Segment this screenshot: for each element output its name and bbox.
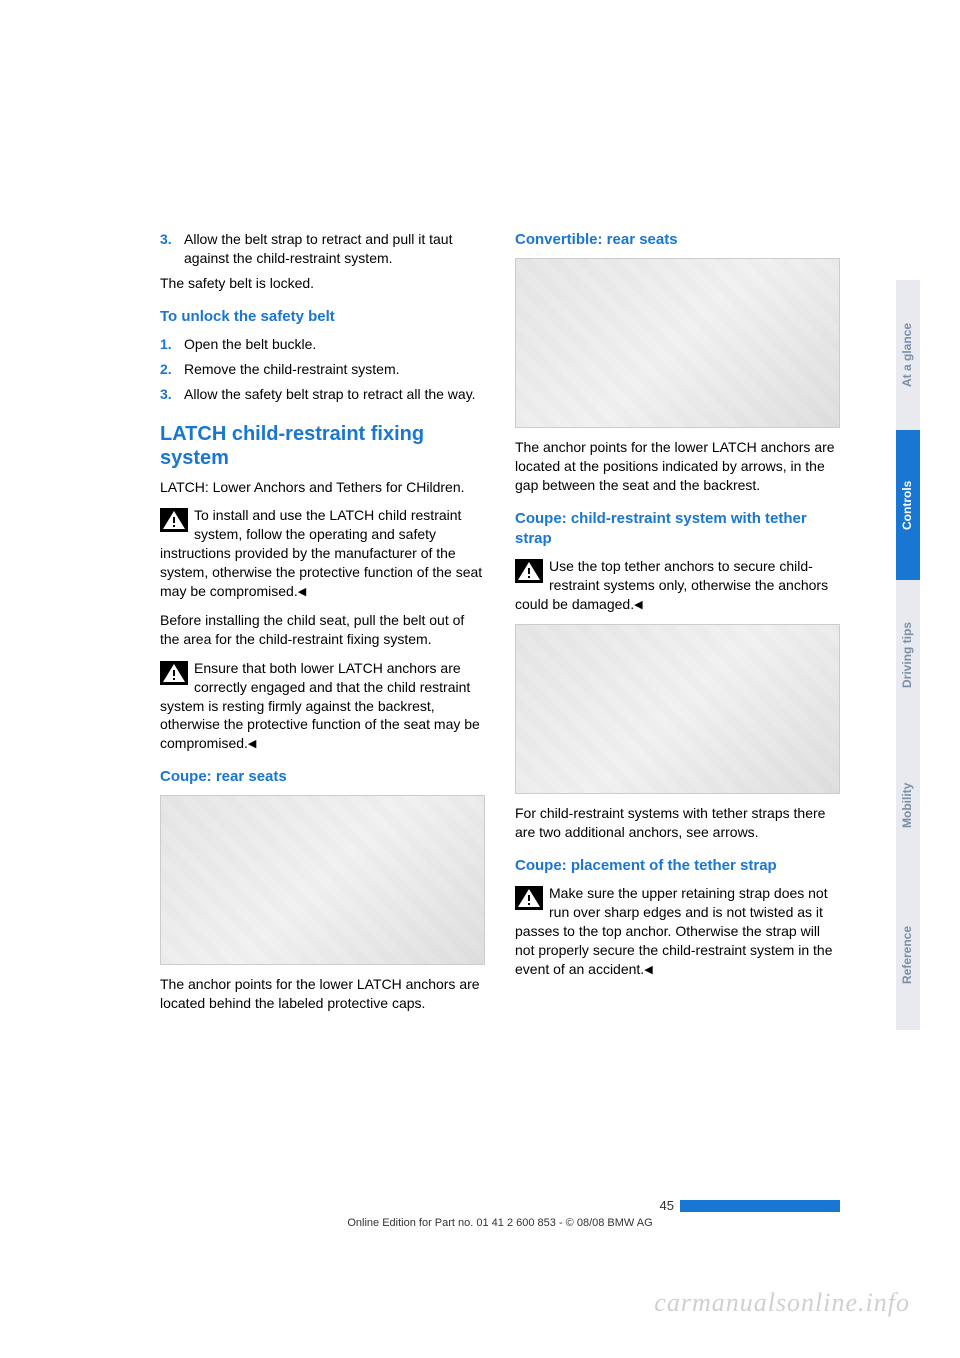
- subheading: Coupe: placement of the tether strap: [515, 856, 840, 876]
- warning-block: Use the top tether anchors to secure chi…: [515, 557, 840, 614]
- left-column: 3. Allow the belt strap to retract and p…: [160, 230, 485, 1023]
- list-number: 1.: [160, 335, 184, 354]
- list-number: 2.: [160, 360, 184, 379]
- warning-text: Use the top tether anchors to secure chi…: [515, 558, 828, 612]
- figure-tether-anchors: [515, 624, 840, 794]
- figure-convertible-rear-seats: [515, 258, 840, 428]
- end-marker-icon: ◀: [248, 738, 256, 750]
- tab-controls[interactable]: Controls: [896, 430, 920, 580]
- end-marker-icon: ◀: [298, 586, 306, 598]
- page-footer: 45 Online Edition for Part no. 01 41 2 6…: [160, 1198, 840, 1229]
- warning-text: Ensure that both lower LATCH anchors are…: [160, 660, 480, 752]
- list-number: 3.: [160, 385, 184, 404]
- page-number-bar: [680, 1200, 840, 1212]
- subheading: To unlock the safety belt: [160, 307, 485, 327]
- section-tabs: At a glance Controls Driving tips Mobili…: [896, 280, 920, 1030]
- warning-icon: [515, 559, 543, 583]
- manual-page: 3. Allow the belt strap to retract and p…: [0, 0, 960, 1358]
- subheading: Coupe: child-restraint system with tethe…: [515, 509, 840, 550]
- list-item: 2. Remove the child-restraint system.: [160, 360, 485, 379]
- content-columns: 3. Allow the belt strap to retract and p…: [160, 230, 840, 1023]
- warning-block: To install and use the LATCH child restr…: [160, 506, 485, 600]
- list-item: 3. Allow the belt strap to retract and p…: [160, 230, 485, 268]
- body-text: Before installing the child seat, pull t…: [160, 611, 485, 649]
- warning-text: To install and use the LATCH child restr…: [160, 507, 482, 599]
- body-text: For child-restraint systems with tether …: [515, 804, 840, 842]
- warning-block: Ensure that both lower LATCH anchors are…: [160, 659, 485, 753]
- subheading: Coupe: rear seats: [160, 767, 485, 787]
- page-number: 45: [660, 1198, 674, 1213]
- list-text: Open the belt buckle.: [184, 335, 485, 354]
- end-marker-icon: ◀: [634, 599, 642, 611]
- tab-at-a-glance[interactable]: At a glance: [896, 280, 920, 430]
- warning-block: Make sure the upper retaining strap does…: [515, 884, 840, 978]
- list-item: 3. Allow the safety belt strap to retrac…: [160, 385, 485, 404]
- body-text: The safety belt is locked.: [160, 274, 485, 293]
- footer-copyright: Online Edition for Part no. 01 41 2 600 …: [160, 1217, 840, 1229]
- figure-coupe-rear-seats: [160, 795, 485, 965]
- tab-reference[interactable]: Reference: [896, 880, 920, 1030]
- body-text: LATCH: Lower Anchors and Tethers for CHi…: [160, 478, 485, 497]
- subheading: Convertible: rear seats: [515, 230, 840, 250]
- warning-text: Make sure the upper retaining strap does…: [515, 885, 832, 977]
- list-text: Allow the belt strap to retract and pull…: [184, 230, 485, 268]
- right-column: Convertible: rear seats The anchor point…: [515, 230, 840, 1023]
- warning-icon: [160, 508, 188, 532]
- warning-icon: [515, 886, 543, 910]
- list-text: Allow the safety belt strap to retract a…: [184, 385, 485, 404]
- end-marker-icon: ◀: [644, 964, 652, 976]
- page-number-wrap: 45: [160, 1198, 840, 1213]
- list-number: 3.: [160, 230, 184, 268]
- body-text: The anchor points for the lower LATCH an…: [160, 975, 485, 1013]
- body-text: The anchor points for the lower LATCH an…: [515, 438, 840, 495]
- tab-driving-tips[interactable]: Driving tips: [896, 580, 920, 730]
- tab-mobility[interactable]: Mobility: [896, 730, 920, 880]
- list-text: Remove the child-restraint system.: [184, 360, 485, 379]
- list-item: 1. Open the belt buckle.: [160, 335, 485, 354]
- warning-icon: [160, 661, 188, 685]
- watermark: carmanualsonline.info: [654, 1288, 910, 1318]
- section-heading: LATCH child-restraint fixing system: [160, 422, 485, 470]
